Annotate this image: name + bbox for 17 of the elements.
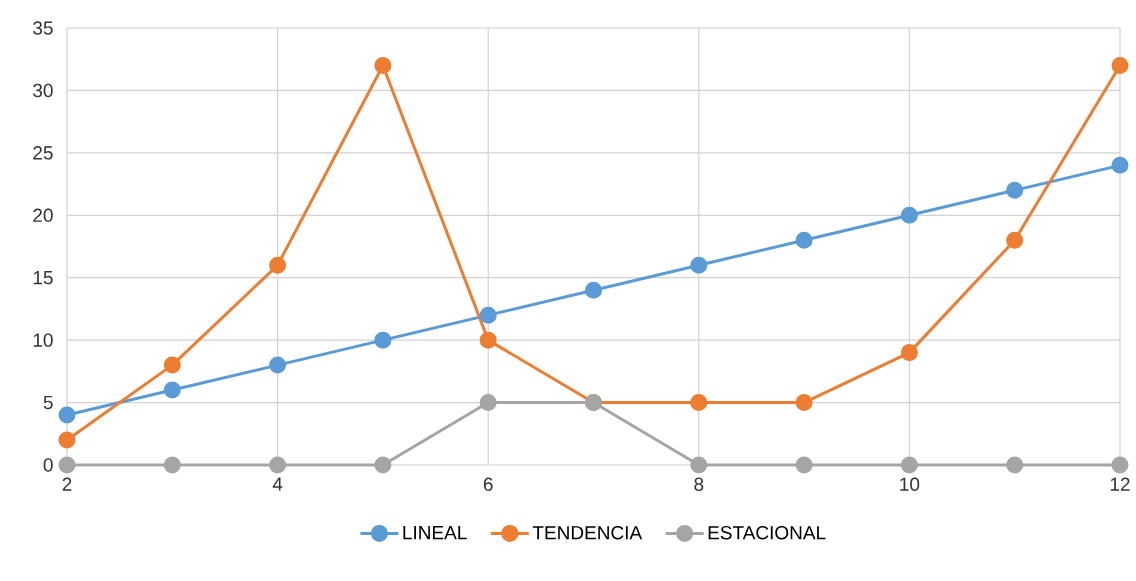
y-tick-label: 30 [33,83,53,98]
y-tick-label: 20 [33,208,53,223]
x-tick-label: 6 [483,477,493,491]
x-tick-label: 12 [1110,477,1130,491]
y-tick-label: 25 [33,146,53,160]
y-tick-label: 0 [43,458,53,472]
x-tick-label: 4 [272,477,283,491]
x-tick-label: 8 [694,477,704,491]
y-tick-label: 35 [33,21,53,35]
y-tick-label: 10 [33,333,53,347]
legend-label: LINEAL [403,526,467,540]
y-tick-label: 15 [33,271,53,285]
x-tick-label: 2 [62,477,72,491]
legend-label: TENDENCIA [532,526,643,540]
x-tick-label: 10 [900,477,920,491]
legend-label: ESTACIONAL [708,526,826,540]
y-tick-label: 5 [43,395,53,410]
